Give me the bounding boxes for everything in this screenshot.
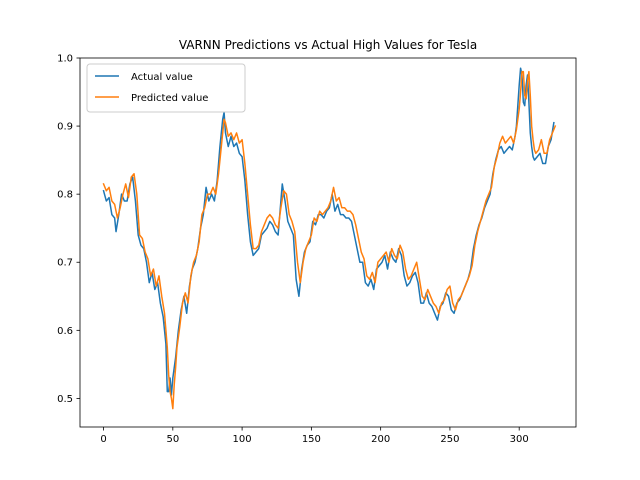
x-tick-label: 250 bbox=[440, 434, 459, 445]
y-tick-label: 1.0 bbox=[57, 54, 73, 65]
x-tick-label: 300 bbox=[510, 434, 529, 445]
y-tick-label: 0.9 bbox=[57, 122, 73, 133]
y-tick-label: 0.6 bbox=[57, 326, 73, 337]
axes-frame bbox=[79, 57, 577, 428]
y-axis-ticks: 0.5 0.6 0.7 0.8 0.9 1.0 bbox=[57, 54, 80, 405]
chart-title: VARNN Predictions vs Actual High Values … bbox=[179, 38, 477, 52]
y-tick-label: 0.5 bbox=[57, 394, 73, 405]
x-tick-label: 100 bbox=[233, 434, 252, 445]
legend: Actual value Predicted value bbox=[86, 63, 246, 113]
x-tick-label: 50 bbox=[166, 434, 179, 445]
legend-box bbox=[86, 63, 246, 113]
x-tick-label: 200 bbox=[371, 434, 390, 445]
series-line-predicted bbox=[102, 70, 557, 410]
plot-area bbox=[80, 58, 576, 427]
x-tick-label: 150 bbox=[302, 434, 321, 445]
x-axis-ticks: 0 50 100 150 200 250 300 bbox=[100, 427, 529, 445]
legend-label-predicted: Predicted value bbox=[131, 93, 208, 104]
y-tick-label: 0.8 bbox=[57, 190, 73, 201]
axes-layer bbox=[79, 57, 577, 428]
x-tick-label: 0 bbox=[100, 434, 106, 445]
y-tick-label: 0.7 bbox=[57, 258, 73, 269]
series-layer bbox=[102, 67, 557, 410]
legend-label-actual: Actual value bbox=[131, 72, 193, 83]
